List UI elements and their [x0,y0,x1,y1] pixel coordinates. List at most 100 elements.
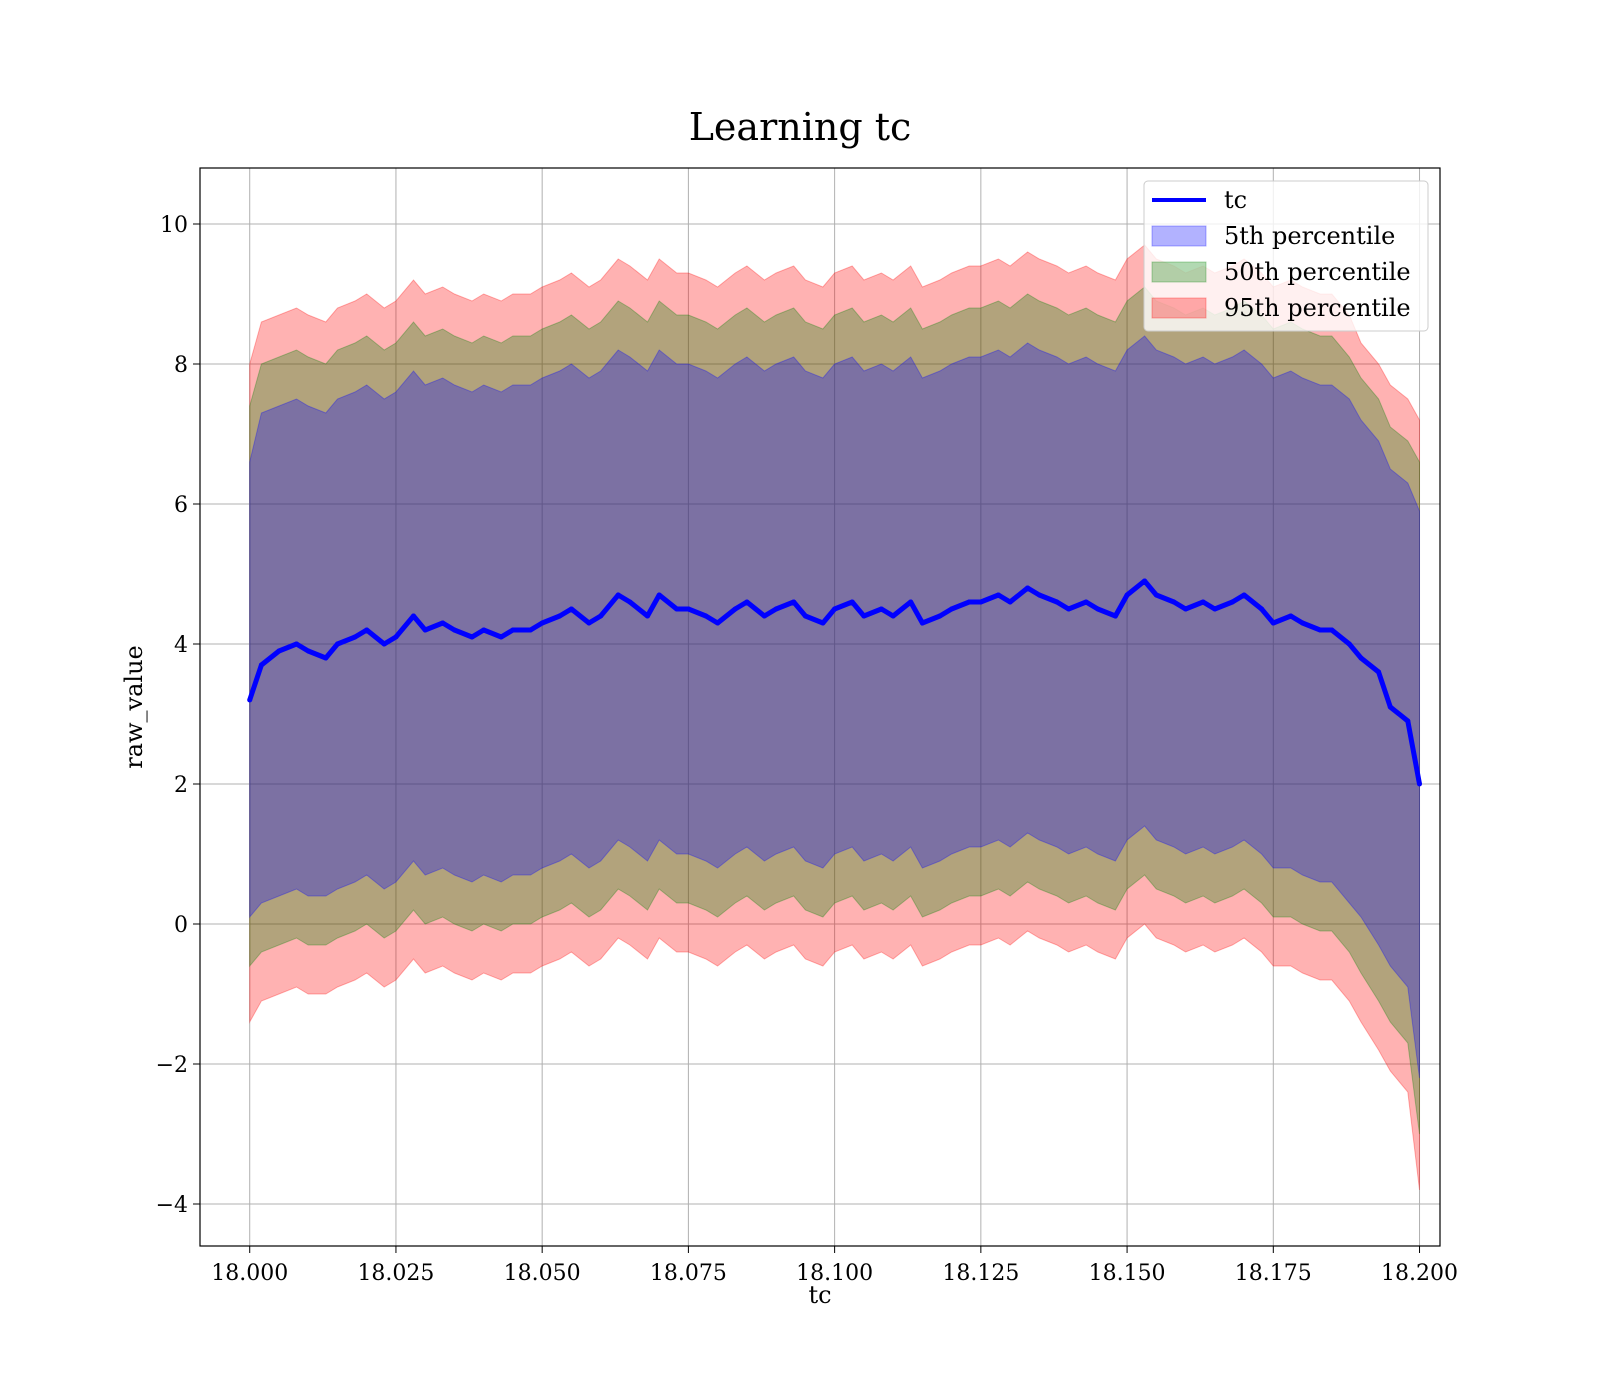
tc-point [1300,620,1305,626]
x-tick-label: 18.175 [1235,1261,1312,1286]
tc-point [1066,606,1072,612]
tc-point [832,606,838,612]
y-tick-label: 0 [174,913,188,938]
tc-point [323,655,329,661]
tc-point [364,627,370,633]
tc-point [557,613,563,619]
x-tick-label: 18.000 [211,1261,288,1286]
y-tick-label: 4 [174,633,188,658]
tc-point [861,613,867,619]
tc-point [411,613,416,619]
tc-point [1095,606,1101,612]
band-50th-percentile [249,286,1420,1135]
tc-point [568,606,574,612]
tc-point [247,697,253,703]
tc-point [627,599,633,605]
tc-point [539,620,545,626]
tc-point [1171,599,1177,605]
x-tick-label: 18.050 [504,1261,581,1286]
tc-point [674,606,680,612]
tc-point [586,620,592,626]
tc-point [422,627,428,633]
tc-point [294,641,299,647]
legend-label-tc: tc [1224,186,1247,214]
tc-point [645,613,650,619]
tc-point [1346,641,1352,647]
tc-point [1112,613,1118,619]
tc-point [995,592,1001,598]
tc-point [1142,578,1148,584]
tc-point [1329,627,1335,633]
legend-swatch-50th [1151,261,1207,283]
grid [200,168,1440,1246]
tc-point [1200,599,1206,605]
tc-point [451,627,457,633]
tc-point [258,662,264,668]
tc-point [703,613,709,619]
legend-label-95th: 95th percentile [1224,294,1411,322]
tc-point [715,620,721,626]
tc-point [1259,606,1265,612]
band-95th-percentile [249,244,1420,1191]
legend-label-50th: 50th percentile [1224,258,1411,286]
y-tick-label: 2 [174,773,188,798]
tc-point [1270,620,1276,626]
tc-point [498,634,504,640]
percentile-bands [249,244,1420,1191]
series-lines [247,578,1422,787]
y-tick-label: 6 [174,493,188,518]
x-axis-ticks: 18.000 18.025 18.050 18.075 18.100 18.125 18.1… [211,1246,1458,1286]
legend: tc 5th percentile 50th percentile 95th p… [1143,180,1429,332]
tc-point [1083,599,1089,605]
tc-point [615,592,621,598]
tc-point [1036,592,1042,598]
chart-title: Learning tc [689,105,912,149]
y-tick-label: −4 [156,1193,188,1218]
x-axis-label: tc [808,1281,831,1309]
x-tick-label: 18.150 [1089,1261,1166,1286]
tc-point [1405,718,1411,724]
y-tick-label: −2 [156,1053,188,1078]
tc-point [937,613,943,619]
tc-point [966,599,972,605]
legend-swatch-5th [1151,225,1207,247]
x-tick-label: 18.200 [1381,1261,1458,1286]
tc-point [761,613,767,619]
tc-point [1317,627,1323,633]
tc-point [1417,781,1422,787]
tc-point [1229,599,1235,605]
tc-point [949,606,955,612]
tc-point [890,613,896,619]
y-axis-label: raw_value [120,645,148,769]
tc-point [656,592,662,598]
y-axis-ticks: −4 −2 0 2 4 6 8 10 [156,213,200,1218]
tc-point [919,620,925,626]
tc-point [1387,704,1393,710]
tc-point [1153,592,1159,598]
tc-point [978,599,984,605]
x-tick-label: 18.025 [357,1261,434,1286]
y-tick-label: 8 [174,353,188,378]
tc-point [276,648,282,654]
tc-point [1288,613,1294,619]
tc-point [1183,606,1189,612]
tc-point [732,606,738,612]
tc-point [1376,669,1382,675]
tc-point [440,620,446,626]
plot-frame [199,167,1441,1247]
tc-point [528,627,533,633]
tc-point [1054,599,1060,605]
tc-point [335,641,340,647]
legend-label-5th: 5th percentile [1224,222,1395,250]
tc-point [1124,592,1130,598]
x-tick-label: 18.125 [942,1261,1019,1286]
tc-point [802,613,808,619]
tc-point [352,634,358,640]
y-tick-label: 10 [160,213,188,238]
tc-point [1007,599,1013,605]
x-tick-label: 18.075 [650,1261,727,1286]
tc-point [908,599,914,605]
tc-point [481,627,487,633]
tc-point [773,606,779,612]
